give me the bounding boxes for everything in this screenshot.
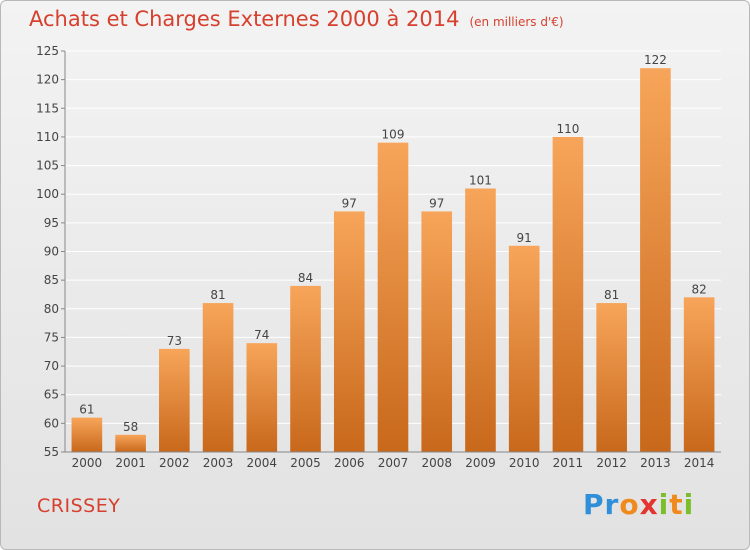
x-tick-label-2007: 2007 [378, 456, 409, 470]
bar-2012 [596, 303, 627, 452]
bar-2005 [290, 285, 321, 452]
data-label-2009: 101 [469, 173, 492, 187]
data-label-2005: 84 [298, 271, 313, 285]
bar-2011 [552, 136, 584, 452]
data-label-2007: 109 [382, 128, 405, 142]
y-tick-label-75: 75 [44, 330, 59, 344]
x-tick-label-2010: 2010 [509, 456, 540, 470]
x-tick-label-2006: 2006 [334, 456, 365, 470]
y-tick-label-100: 100 [36, 187, 59, 201]
bar-2006 [333, 211, 365, 452]
bar-2001 [115, 434, 146, 452]
y-tick-label-70: 70 [44, 359, 59, 373]
logo-letter: i [658, 488, 670, 521]
logo-letter: i [683, 488, 695, 521]
x-tick-label-2001: 2001 [115, 456, 146, 470]
logo-letter: x [639, 488, 659, 521]
data-label-2014: 82 [691, 282, 706, 296]
bar-2003 [202, 303, 234, 452]
y-tick-label-95: 95 [44, 216, 59, 230]
x-tick-label-2003: 2003 [203, 456, 234, 470]
x-tick-label-2011: 2011 [553, 456, 584, 470]
location-label: CRISSEY [37, 495, 121, 517]
bar-2008 [421, 211, 453, 452]
data-label-2000: 61 [79, 403, 94, 417]
y-tick-label-110: 110 [36, 130, 59, 144]
x-tick-label-2005: 2005 [290, 456, 321, 470]
logo-letter: t [669, 488, 684, 521]
axes: 55 60 65 70 75 80 85 90 95 100 105 110 115 120 125 2000… [36, 44, 721, 470]
y-tick-label-120: 120 [36, 73, 59, 87]
x-tick-label-2012: 2012 [596, 456, 627, 470]
y-tick-label-105: 105 [36, 159, 59, 173]
bar-2010 [508, 245, 540, 452]
y-tick-label-65: 65 [44, 388, 59, 402]
y-tick-label-60: 60 [44, 416, 59, 430]
x-tick-label-2004: 2004 [247, 456, 278, 470]
logo-letter: o [619, 488, 640, 521]
bar-2004 [246, 343, 278, 452]
data-label-2013: 122 [644, 53, 667, 67]
y-tick-label-125: 125 [36, 44, 59, 58]
data-label-2010: 91 [517, 231, 532, 245]
x-tick-label-2008: 2008 [421, 456, 452, 470]
data-label-2002: 73 [167, 334, 182, 348]
bars: 61 58 73 81 74 84 97 109 97 101 91 110 81 122 82 [71, 53, 715, 452]
y-tick-label-55: 55 [44, 445, 59, 459]
y-tick-label-115: 115 [36, 101, 59, 115]
y-tick-label-85: 85 [44, 273, 59, 287]
y-tick-label-90: 90 [44, 245, 59, 259]
logo-letter: r [604, 488, 620, 521]
data-label-2004: 74 [254, 328, 269, 342]
bar-2007 [377, 142, 409, 452]
x-tick-label-2002: 2002 [159, 456, 190, 470]
bar-2002 [159, 348, 190, 452]
y-tick-label-80: 80 [44, 302, 59, 316]
bar-2009 [465, 188, 496, 452]
data-label-2001: 58 [123, 420, 138, 434]
proxiti-logo: Proxiti [583, 488, 694, 521]
data-label-2011: 110 [556, 122, 579, 136]
chart-title-text: Achats et Charges Externes 2000 à 2014 [29, 7, 460, 31]
data-label-2008: 97 [429, 196, 444, 210]
x-tick-label-2000: 2000 [72, 456, 103, 470]
data-label-2006: 97 [342, 196, 357, 210]
bar-2000 [71, 417, 103, 452]
x-tick-label-2013: 2013 [640, 456, 671, 470]
bar-2014 [683, 297, 715, 452]
bar-2013 [640, 68, 671, 452]
chart-title: Achats et Charges Externes 2000 à 2014 (e… [29, 7, 564, 31]
x-tick-label-2009: 2009 [465, 456, 496, 470]
logo-letter: P [583, 488, 605, 521]
data-label-2012: 81 [604, 288, 619, 302]
data-label-2003: 81 [210, 288, 225, 302]
unit-note: (en milliers d'€) [469, 15, 564, 29]
x-tick-label-2014: 2014 [684, 456, 715, 470]
